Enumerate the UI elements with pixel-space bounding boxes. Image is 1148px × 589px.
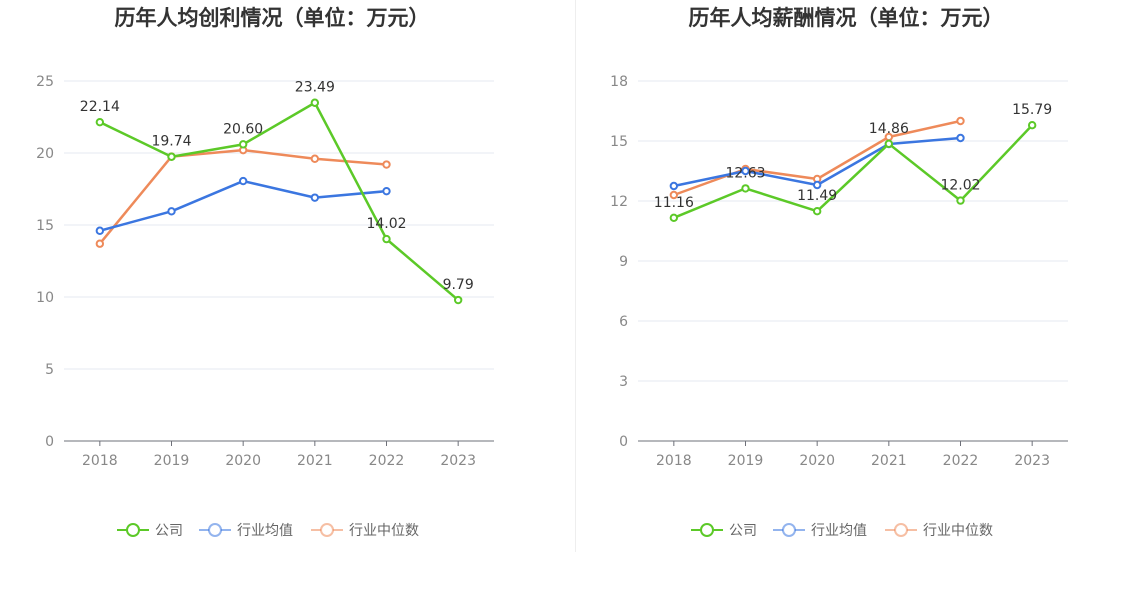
data-point[interactable] [741,184,750,193]
y-tick-label: 5 [45,362,54,378]
data-point[interactable] [956,116,965,126]
data-point[interactable] [669,181,679,191]
x-tick-label: 2023 [440,453,476,469]
x-tick-label: 2020 [799,453,835,469]
legend-label: 行业均值 [237,523,293,539]
data-point[interactable] [669,213,679,223]
legend-marker [700,523,714,537]
profit-per-capita-chart: 历年人均创利情况（单位：万元） 0 5 10 15 20 25 2018 2019 2020 202… [36,6,494,539]
data-point[interactable] [310,193,320,202]
legend-label: 公司 [729,523,757,539]
legend-item-1[interactable]: 行业均值 [773,523,867,539]
y-tick-label: 15 [610,134,628,150]
data-point[interactable] [238,176,248,186]
salary-per-capita-panel: 历年人均薪酬情况（单位：万元） 0 3 6 9 12 15 18 2018 2019 2020 202… [574,0,1148,589]
legend-item-0[interactable]: 公司 [117,523,183,539]
data-label: 23.49 [295,80,335,96]
y-tick-label: 10 [36,290,54,306]
data-point[interactable] [669,190,679,200]
x-tick-label: 2023 [1014,453,1050,469]
legend-label: 行业均值 [811,523,867,539]
data-label: 14.02 [366,216,406,232]
x-tick-label: 2019 [728,453,764,469]
x-tick-label: 2018 [82,453,118,469]
legend-item-0[interactable]: 公司 [691,523,757,539]
y-tick-label: 9 [619,254,628,270]
data-point[interactable] [741,166,750,176]
y-tick-label: 15 [36,218,54,234]
profit-per-capita-panel: 历年人均创利情况（单位：万元） 0 5 10 15 20 25 2018 2019 2020 202… [36,6,494,539]
legend-item-2[interactable]: 行业中位数 [885,523,993,539]
legend-marker [208,523,222,537]
data-point[interactable] [956,196,965,205]
data-label: 20.60 [223,121,263,137]
data-label: 12.63 [725,165,765,181]
chart-title: 历年人均创利情况（单位：万元） [115,6,430,30]
y-tick-label: 25 [36,74,54,90]
data-point[interactable] [95,226,105,235]
data-label: 19.74 [151,134,191,150]
y-tick-label: 20 [36,146,54,162]
data-point[interactable] [453,295,463,305]
data-point[interactable] [812,180,822,190]
salary-per-capita-chart: 历年人均薪酬情况（单位：万元） 0 3 6 9 12 15 18 2018 2019 2020 202… [610,6,1068,539]
data-point[interactable] [812,207,822,216]
y-tick-label: 3 [619,374,628,390]
data-label: 12.02 [940,178,980,194]
data-point[interactable] [167,207,176,216]
data-label: 14.86 [869,121,909,137]
data-label: 11.16 [654,195,694,211]
x-tick-label: 2021 [871,453,907,469]
data-label: 11.49 [797,188,837,204]
legend-marker [782,523,796,537]
y-tick-label: 18 [610,74,628,90]
legend-marker [320,523,334,537]
legend-item-2[interactable]: 行业中位数 [311,523,419,539]
y-tick-label: 6 [619,314,628,330]
x-tick-label: 2021 [297,453,333,469]
series-line-0 [673,124,1034,219]
legend-label: 行业中位数 [923,523,993,539]
legend-marker [894,523,908,537]
legend-label: 行业中位数 [349,523,419,539]
data-point[interactable] [95,239,105,248]
x-tick-label: 2020 [225,453,261,469]
x-tick-label: 2019 [154,453,190,469]
data-point[interactable] [382,186,391,196]
data-point[interactable] [310,154,320,163]
chart-title: 历年人均薪酬情况（单位：万元） [689,6,1004,30]
legend-item-1[interactable]: 行业均值 [199,523,293,539]
data-point[interactable] [956,133,965,143]
y-tick-label: 0 [45,434,54,450]
legend-label: 公司 [155,523,183,539]
data-point[interactable] [167,152,176,161]
series-line-0 [99,101,459,301]
legend-marker [126,523,140,537]
x-tick-label: 2022 [369,453,405,469]
x-tick-label: 2018 [656,453,692,469]
data-point[interactable] [382,160,391,169]
data-point[interactable] [382,234,391,244]
data-point[interactable] [310,98,320,107]
data-point[interactable] [238,140,248,149]
y-tick-label: 12 [610,194,628,210]
data-point[interactable] [884,139,894,149]
y-tick-label: 0 [619,434,628,450]
series-line-1 [99,179,387,232]
data-label: 15.79 [1012,102,1052,118]
data-label: 22.14 [80,99,120,115]
data-point[interactable] [95,117,105,127]
data-point[interactable] [1027,121,1037,130]
data-label: 9.79 [443,277,474,293]
x-tick-label: 2022 [943,453,979,469]
series-line-2 [98,148,387,245]
panel-divider [575,0,576,552]
